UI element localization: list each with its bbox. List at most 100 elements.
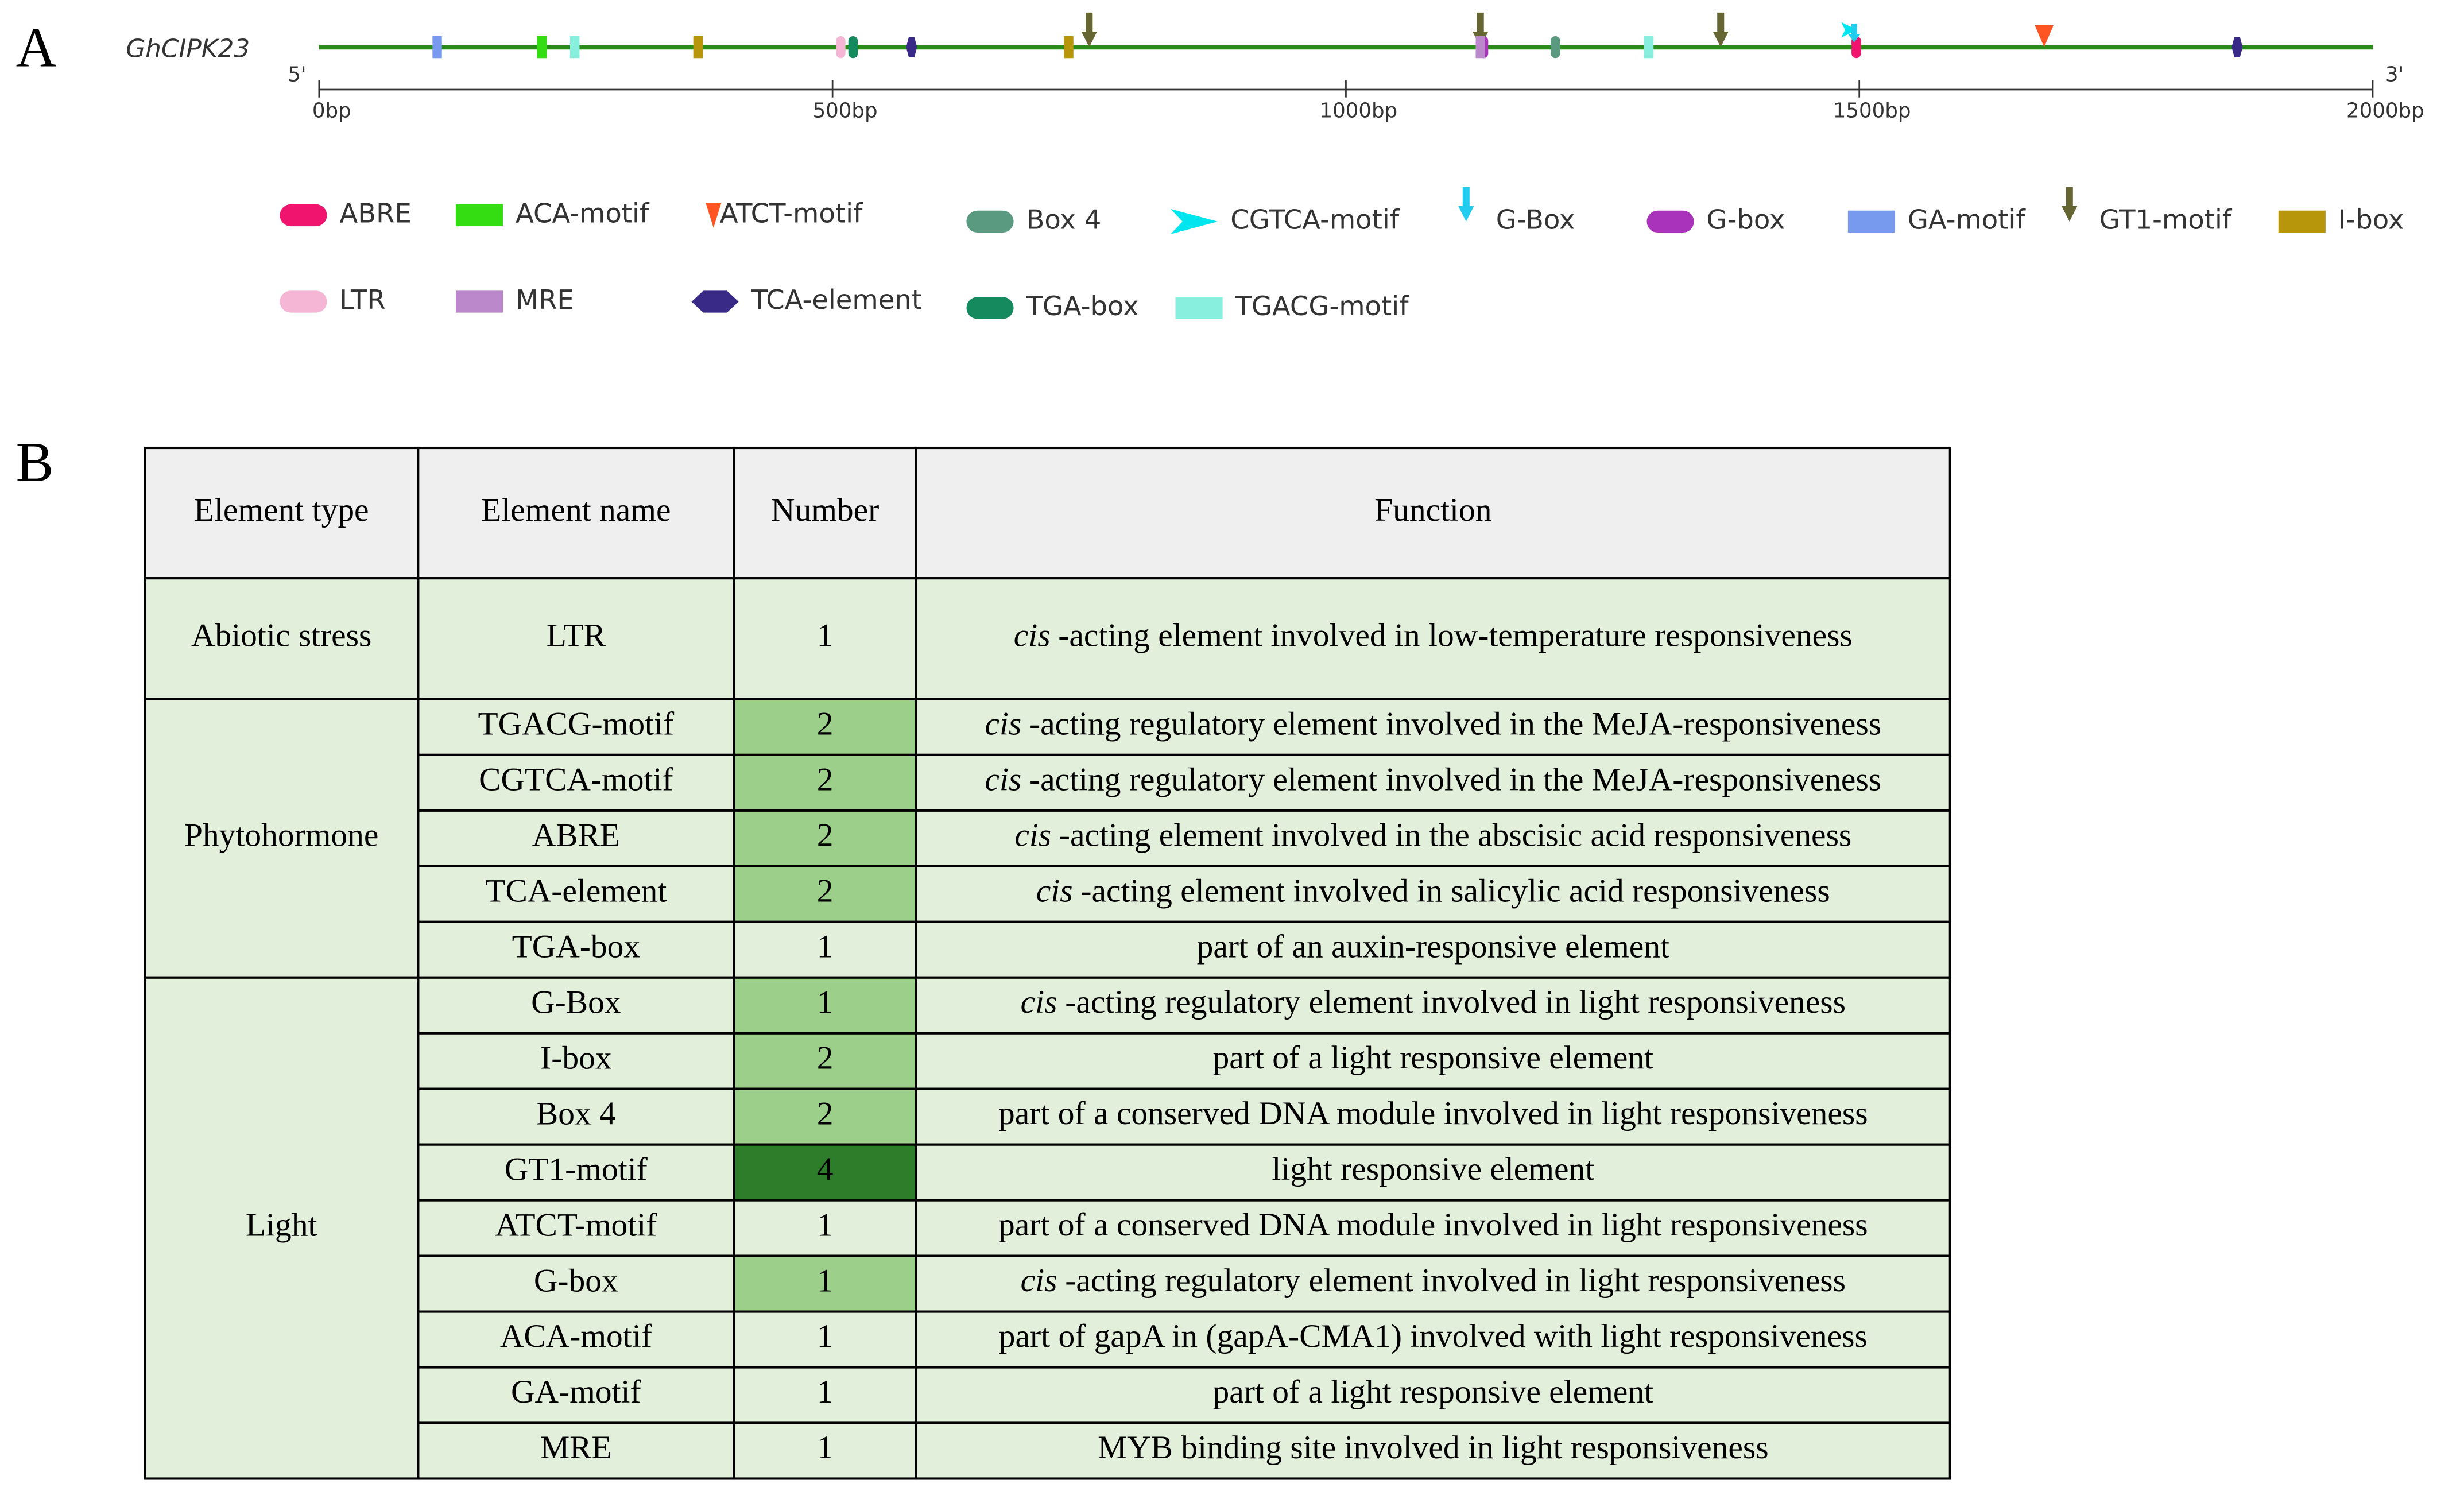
function-text: part of gapA in (gapA-CMA1) involved wit… xyxy=(999,1318,1868,1354)
table-cell xyxy=(915,865,1951,923)
element-function: cis -acting regulatory element involved i… xyxy=(1021,1262,1846,1299)
element-number: 1 xyxy=(817,1374,834,1410)
legend-icon xyxy=(1175,297,1223,319)
element-name: TGA-box xyxy=(512,928,641,965)
element-number: 2 xyxy=(817,1040,834,1076)
table-cell xyxy=(915,809,1951,867)
element-name: G-Box xyxy=(531,984,621,1020)
table-cell xyxy=(733,1032,917,1090)
element-number: 1 xyxy=(817,618,834,654)
strand-label: 5' xyxy=(288,63,306,86)
legend-icon xyxy=(1458,187,1474,222)
function-text: -acting regulatory element involved in l… xyxy=(1065,984,1846,1020)
element-number: 2 xyxy=(817,873,834,909)
element-name: LTR xyxy=(547,618,606,654)
element-number: 1 xyxy=(817,1207,834,1243)
header-cell: Element name xyxy=(481,492,671,528)
table-cell xyxy=(144,577,420,700)
table-cell xyxy=(733,1087,917,1146)
element-name: TCA-element xyxy=(485,873,667,909)
table-cell xyxy=(733,1421,917,1480)
element-site xyxy=(836,36,846,59)
header-cell: Element type xyxy=(194,492,369,528)
element-site xyxy=(537,36,547,59)
function-italic: cis xyxy=(1021,984,1057,1020)
legend-label: ACA-motif xyxy=(516,197,650,228)
element-type: Abiotic stress xyxy=(191,618,371,654)
function-text: MYB binding site involved in light respo… xyxy=(1098,1430,1769,1466)
legend-icon xyxy=(966,210,1014,233)
table-cell xyxy=(733,809,917,867)
element-site xyxy=(1064,36,1074,59)
element-type: Light xyxy=(246,1207,317,1243)
table-cell xyxy=(915,920,1951,979)
legend-label: MRE xyxy=(516,284,574,315)
legend-icon xyxy=(280,290,327,313)
element-name: Box 4 xyxy=(536,1095,616,1132)
element-number: 2 xyxy=(817,1095,834,1132)
function-text: part of a conserved DNA module involved … xyxy=(998,1207,1868,1243)
function-text: -acting regulatory element involved in l… xyxy=(1065,1262,1846,1299)
legend-label: LTR xyxy=(339,284,385,315)
element-function: part of an auxin-responsive element xyxy=(1197,928,1669,965)
legend-icon xyxy=(2062,187,2078,222)
element-number: 2 xyxy=(817,762,834,798)
table-cell xyxy=(915,698,1951,756)
function-italic: cis xyxy=(1036,873,1073,909)
legend-label: TGA-box xyxy=(1025,290,1138,322)
legend-label: Box 4 xyxy=(1026,204,1101,235)
table-cell xyxy=(915,1421,1951,1480)
legend-label: G-box xyxy=(1707,204,1785,235)
table-cell xyxy=(417,1366,735,1424)
x-tick-label: 2000bp xyxy=(2346,99,2424,122)
function-text: -acting element involved in the abscisic… xyxy=(1059,818,1851,854)
strand-label: 3' xyxy=(2385,63,2404,86)
function-text: light responsive element xyxy=(1272,1151,1594,1187)
element-function: cis -acting regulatory element involved i… xyxy=(985,706,1881,742)
element-type: Phytohormone xyxy=(184,818,378,854)
function-italic: cis xyxy=(985,706,1021,742)
element-function: MYB binding site involved in light respo… xyxy=(1098,1430,1769,1466)
table-cell xyxy=(915,1310,1951,1369)
element-name: G-box xyxy=(534,1262,618,1299)
table-cell xyxy=(915,577,1951,700)
element-name: ABRE xyxy=(532,818,620,854)
x-tick-label: 1500bp xyxy=(1833,99,1911,122)
table-cell xyxy=(733,1143,917,1202)
table-cell xyxy=(915,1366,1951,1424)
header-cell: Function xyxy=(1374,492,1491,528)
element-function: cis -acting element involved in low-tempe… xyxy=(1014,618,1853,654)
element-site xyxy=(1081,12,1097,48)
element-number: 1 xyxy=(817,1430,834,1466)
element-site xyxy=(2231,37,2243,57)
legend-icon xyxy=(455,204,503,227)
element-site xyxy=(848,36,858,59)
table-cell xyxy=(733,976,917,1035)
element-name: MRE xyxy=(540,1430,612,1466)
element-site xyxy=(1475,36,1485,59)
table-cell xyxy=(733,577,917,700)
element-site xyxy=(1713,12,1729,48)
element-function: part of a conserved DNA module involved … xyxy=(998,1207,1868,1243)
x-tick-label: 500bp xyxy=(813,99,878,122)
header-cell: Number xyxy=(771,492,879,528)
element-name: ACA-motif xyxy=(500,1318,653,1354)
legend-icon xyxy=(1646,210,1694,233)
legend-label: GT1-motif xyxy=(2099,204,2233,235)
element-site xyxy=(2035,25,2054,48)
element-site xyxy=(1847,24,1861,42)
legend-icon xyxy=(280,204,327,227)
table-cell xyxy=(915,1087,1951,1146)
function-italic: cis xyxy=(985,762,1021,798)
table-cell xyxy=(915,1032,1951,1090)
element-function: part of a light responsive element xyxy=(1213,1040,1654,1076)
element-name: TGACG-motif xyxy=(478,706,675,742)
element-number: 2 xyxy=(817,706,834,742)
element-site xyxy=(906,37,917,57)
function-text: part of a light responsive element xyxy=(1213,1040,1654,1076)
legend-label: I-box xyxy=(2338,204,2404,235)
element-site xyxy=(1841,22,1857,38)
function-text: -acting regulatory element involved in t… xyxy=(1029,706,1881,742)
